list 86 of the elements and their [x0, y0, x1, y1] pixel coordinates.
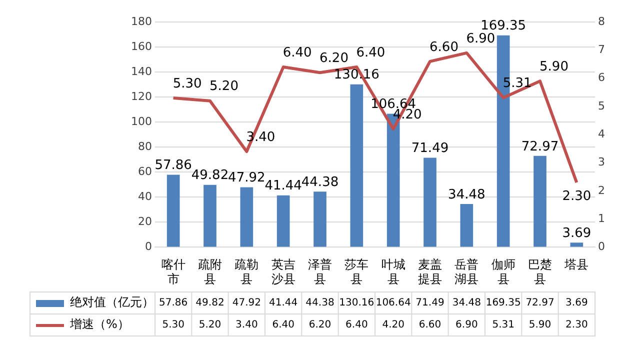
data-label: 5.30: [162, 320, 184, 331]
text: 71.49: [411, 141, 449, 156]
text: 44.38: [301, 175, 339, 190]
y2-tick-label: 3: [598, 156, 605, 169]
data-label: 72.97: [526, 298, 554, 309]
bar: [240, 187, 254, 247]
data-label: 6.40: [272, 320, 294, 331]
y2-tick-label: 5: [598, 99, 605, 112]
y2-tick-label: 1: [598, 212, 605, 225]
x-tick-label: 巴楚县: [528, 258, 552, 286]
data-label: 6.20: [308, 320, 332, 331]
y-tick-label: 120: [130, 90, 152, 103]
text: 5.20: [210, 79, 238, 94]
legend-label: 增速（%）: [69, 317, 130, 332]
data-label: 169.35: [486, 298, 521, 309]
data-label: 71.49: [416, 298, 444, 309]
text: 6.20: [320, 51, 348, 66]
bar: [166, 174, 180, 247]
bar: [570, 242, 584, 247]
data-label: 5.90: [528, 320, 552, 331]
bar: [314, 192, 326, 247]
text: 6.60: [430, 40, 458, 55]
y-tick-label: 60: [138, 164, 152, 178]
y-tick-label: 140: [130, 64, 152, 78]
text: 34.48: [448, 187, 486, 202]
text: 3.69: [562, 226, 592, 241]
data-label: 2.30: [566, 320, 588, 331]
bar: [204, 184, 216, 247]
y-tick-label: 100: [130, 114, 152, 128]
x-tick-label: 伽师县: [491, 258, 516, 286]
x-tick-label: 喀什市: [161, 258, 186, 286]
y2-tick-label: 4: [598, 127, 605, 140]
text: 47.92: [228, 170, 266, 186]
y-tick-label: 160: [130, 40, 152, 53]
bar: [276, 195, 290, 247]
y-tick-label: 0: [144, 240, 152, 254]
bar: [350, 84, 364, 247]
text: 2.30: [562, 188, 592, 204]
data-label: 3.69: [566, 298, 588, 309]
text: 169.35: [480, 18, 526, 34]
y-tick-label: 20: [138, 215, 152, 228]
data-label: 44.38: [306, 298, 334, 309]
y-tick-label: 80: [138, 140, 152, 153]
text: 6.40: [282, 45, 312, 60]
data-label: 6.60: [418, 320, 442, 331]
data-label: 47.92: [232, 298, 261, 309]
text: 72.97: [521, 139, 559, 154]
x-tick-label: 莎车县: [344, 258, 369, 286]
x-tick-label: 英吉沙县: [271, 258, 296, 286]
text: 5.30: [172, 76, 202, 92]
text: 41.44: [264, 178, 302, 194]
y2-tick-label: 7: [598, 43, 605, 56]
x-tick-label: 岳普湖县: [454, 258, 479, 286]
x-tick-label: 疏勒县: [234, 258, 259, 286]
x-tick-label: 塔县: [564, 258, 589, 272]
data-label: 106.64: [376, 298, 411, 309]
y-tick-label: 180: [130, 14, 152, 28]
y2-tick-label: 8: [598, 14, 605, 28]
x-tick-label: 麦盖提县: [418, 258, 442, 286]
text: 6.40: [356, 45, 386, 60]
x-tick-label: 泽普县: [308, 258, 332, 286]
text: 5.90: [540, 59, 568, 74]
data-label: 5.31: [492, 320, 514, 331]
data-label: 6.90: [456, 320, 478, 331]
bar: [424, 158, 436, 247]
data-label: 41.44: [269, 298, 298, 309]
data-label: 6.40: [346, 320, 368, 331]
bar: [460, 204, 474, 247]
x-tick-label: 疏附县: [198, 258, 222, 286]
text: 57.86: [154, 158, 192, 174]
x-tick-label: 叶城县: [381, 258, 406, 286]
data-label: 49.82: [196, 298, 224, 309]
y2-tick-label: 6: [598, 71, 605, 84]
y2-tick-label: 2: [598, 184, 605, 197]
data-label: 5.20: [198, 320, 222, 331]
text: 6.90: [466, 31, 496, 46]
y-tick-label: 40: [138, 190, 152, 204]
data-label: 34.48: [452, 298, 481, 309]
data-label: 57.86: [159, 298, 188, 309]
data-label: 130.16: [339, 298, 374, 309]
legend-label: 绝对值（亿元）: [70, 295, 154, 310]
data-label: 4.20: [382, 320, 404, 331]
data-label: 3.40: [236, 320, 258, 331]
y2-tick-label: 0: [598, 240, 605, 254]
text: 49.82: [191, 168, 229, 184]
bar: [534, 156, 546, 247]
